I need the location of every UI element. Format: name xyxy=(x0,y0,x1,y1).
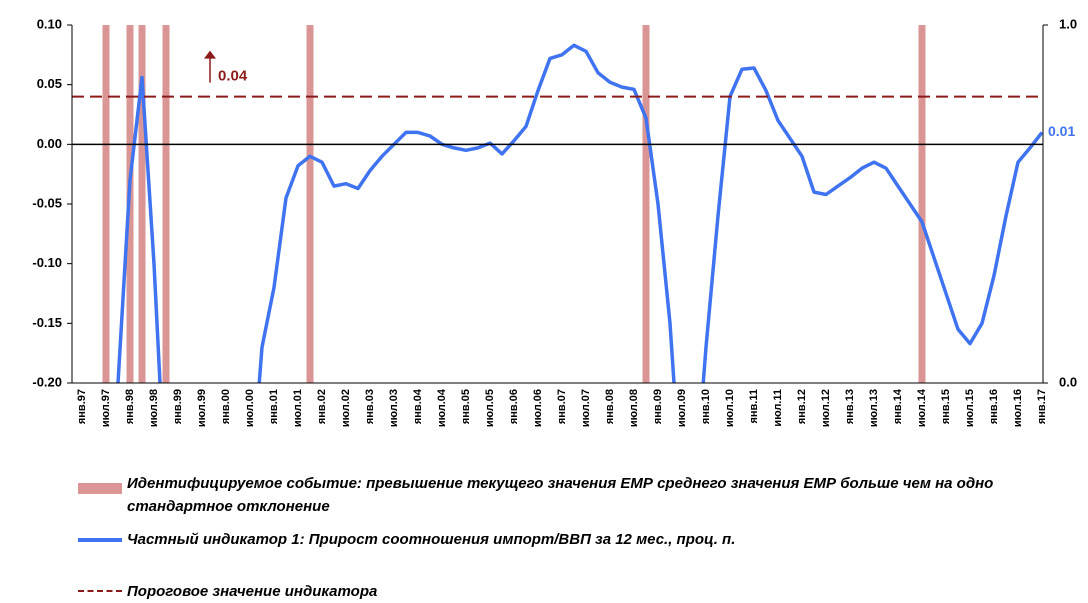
legend-swatch xyxy=(78,483,122,494)
threshold-label: 0.04 xyxy=(218,68,248,85)
x-tick-label: янв.01 xyxy=(268,389,280,424)
x-tick-label: июл.03 xyxy=(388,389,400,427)
x-tick-label: янв.04 xyxy=(412,388,424,424)
legend-label: Пороговое значение индикатора xyxy=(127,583,378,600)
x-tick-label: июл.00 xyxy=(244,389,256,427)
x-tick-label: июл.07 xyxy=(580,389,592,427)
x-tick-label: июл.13 xyxy=(868,389,880,427)
x-tick-label: янв.08 xyxy=(604,389,616,424)
x-tick-label: июл.99 xyxy=(196,389,208,427)
threshold-arrowhead xyxy=(204,50,216,59)
x-tick-label: июл.14 xyxy=(916,388,928,427)
x-tick-label: янв.12 xyxy=(796,389,808,424)
x-tick-label: июл.05 xyxy=(484,389,496,427)
x-tick-label: июл.06 xyxy=(532,389,544,427)
x-tick-label: июл.09 xyxy=(676,389,688,427)
x-tick-label: июл.04 xyxy=(436,388,448,427)
event-bar xyxy=(918,25,926,383)
x-tick-label: янв.02 xyxy=(316,389,328,424)
y-tick-label: -0.10 xyxy=(32,255,62,270)
x-tick-label: янв.16 xyxy=(988,389,1000,424)
y2-tick-label: 0.0 xyxy=(1059,374,1077,389)
legend-label: Идентифицируемое событие: превышение тек… xyxy=(127,475,994,515)
x-tick-label: янв.06 xyxy=(508,389,520,424)
y-tick-label: -0.15 xyxy=(32,315,62,330)
legend-swatch xyxy=(78,590,122,592)
x-tick-label: янв.03 xyxy=(364,389,376,424)
x-tick-label: янв.05 xyxy=(460,389,472,424)
y-tick-label: -0.20 xyxy=(32,374,62,389)
plot-area xyxy=(102,25,1043,383)
y-tick-label: 0.00 xyxy=(37,136,62,151)
x-tick-label: янв.15 xyxy=(940,389,952,424)
x-tick-label: июл.97 xyxy=(100,389,112,427)
y-tick-label: 0.10 xyxy=(37,16,62,31)
legend-label: Частный индикатор 1: Прирост соотношения… xyxy=(127,531,736,548)
x-tick-label: янв.14 xyxy=(892,388,904,424)
event-bar xyxy=(138,25,146,383)
line xyxy=(116,43,1043,383)
event-bar xyxy=(162,25,170,383)
x-tick-label: янв.11 xyxy=(748,389,760,424)
x-tick-label: июл.16 xyxy=(1012,389,1024,427)
x-tick-label: янв.00 xyxy=(220,389,232,424)
legend-swatch xyxy=(78,538,122,542)
x-tick-label: июл.11 xyxy=(772,389,784,427)
x-tick-label: июл.10 xyxy=(724,389,736,427)
y-tick-label: -0.05 xyxy=(32,195,62,210)
event-bar xyxy=(642,25,650,383)
x-tick-label: янв.99 xyxy=(172,389,184,424)
event-bar xyxy=(102,25,110,383)
end-value-label: 0.01 xyxy=(1048,123,1075,139)
x-tick-label: янв.17 xyxy=(1036,389,1048,424)
x-tick-label: июл.08 xyxy=(628,389,640,427)
x-tick-label: янв.13 xyxy=(844,389,856,424)
x-tick-label: июл.02 xyxy=(340,389,352,427)
y-tick-label: 0.05 xyxy=(37,76,62,91)
x-tick-label: янв.98 xyxy=(124,389,136,424)
x-tick-label: янв.97 xyxy=(76,389,88,424)
x-tick-label: июл.15 xyxy=(964,389,976,427)
x-tick-label: янв.07 xyxy=(556,389,568,424)
x-tick-label: июл.12 xyxy=(820,389,832,427)
x-tick-label: янв.10 xyxy=(700,389,712,424)
x-tick-label: июл.98 xyxy=(148,389,160,427)
x-tick-label: июл.01 xyxy=(292,389,304,427)
y2-tick-label: 1.0 xyxy=(1059,16,1077,31)
x-tick-label: янв.09 xyxy=(652,389,664,424)
event-bar xyxy=(306,25,314,383)
chart: 0.04 0.01 0.10 0.05 0.00 -0.05 -0.10 -0.15 -0.20… xyxy=(32,16,1077,427)
